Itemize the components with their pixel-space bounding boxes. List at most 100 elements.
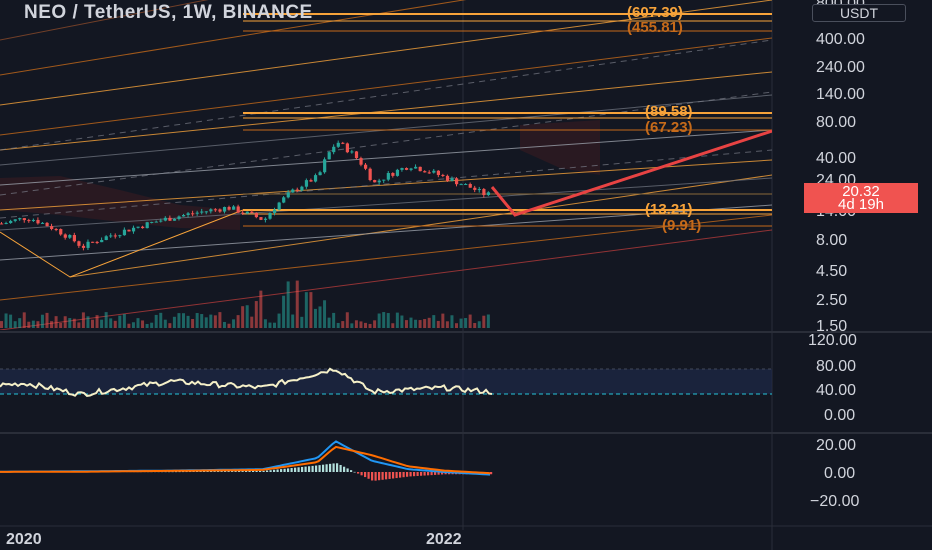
candle-body[interactable] — [282, 197, 286, 203]
candlesticks[interactable] — [0, 140, 491, 251]
candle-body[interactable] — [468, 184, 472, 188]
candle-body[interactable] — [154, 221, 158, 223]
candle-body[interactable] — [50, 226, 54, 230]
candle-body[interactable] — [445, 175, 450, 181]
candle-body[interactable] — [459, 184, 463, 186]
candle-body[interactable] — [395, 169, 400, 176]
candle-body[interactable] — [163, 217, 167, 221]
candle-body[interactable] — [222, 207, 227, 212]
symbol-title[interactable]: NEO / TetherUS, 1W, BINANCE — [24, 2, 313, 23]
candle-body[interactable] — [404, 168, 409, 170]
candle-body[interactable] — [455, 178, 459, 185]
signal-line[interactable] — [0, 445, 491, 475]
candle-body[interactable] — [268, 212, 272, 219]
candle-body[interactable] — [91, 241, 95, 243]
candle-body[interactable] — [273, 209, 277, 213]
candle-body[interactable] — [182, 214, 186, 217]
candle-body[interactable] — [232, 206, 236, 210]
candle-body[interactable] — [427, 172, 431, 174]
candle-body[interactable] — [109, 235, 113, 237]
candle-body[interactable] — [145, 222, 149, 229]
candle-body[interactable] — [54, 229, 58, 231]
candle-body[interactable] — [304, 180, 309, 187]
candle-body[interactable] — [213, 209, 218, 211]
candle-body[interactable] — [191, 213, 195, 215]
candle-body[interactable] — [364, 164, 368, 169]
candle-body[interactable] — [436, 170, 440, 175]
candle-body[interactable] — [354, 151, 359, 159]
currency-unit-button[interactable]: USDT — [812, 4, 906, 22]
candle-body[interactable] — [409, 168, 413, 170]
candle-body[interactable] — [177, 216, 181, 219]
candle-body[interactable] — [345, 143, 349, 153]
candle-body[interactable] — [400, 168, 404, 170]
candle-body[interactable] — [31, 219, 36, 221]
rsi-axis[interactable]: 120.00 80.00 40.00 0.00 — [808, 332, 857, 424]
candle-body[interactable] — [250, 211, 254, 213]
candle-body[interactable] — [113, 235, 117, 237]
candle-body[interactable] — [195, 212, 199, 214]
candle-body[interactable] — [63, 234, 67, 238]
candle-body[interactable] — [473, 187, 477, 190]
candle-body[interactable] — [218, 209, 222, 212]
macd-axis[interactable]: 20.00 0.00 −20.00 — [810, 437, 859, 510]
candle-body[interactable] — [141, 226, 145, 229]
candle-body[interactable] — [77, 241, 81, 246]
pitchfork-channels[interactable] — [0, 0, 772, 330]
candle-body[interactable] — [209, 209, 213, 212]
candle-body[interactable] — [186, 213, 190, 215]
candle-body[interactable] — [159, 220, 163, 222]
symbol-name[interactable]: NEO — [24, 2, 67, 23]
candle-body[interactable] — [36, 219, 40, 224]
candle-body[interactable] — [131, 227, 136, 232]
candle-body[interactable] — [118, 235, 122, 237]
candle-body[interactable] — [236, 206, 240, 213]
candle-body[interactable] — [350, 151, 354, 153]
candle-body[interactable] — [81, 245, 86, 248]
candle-body[interactable] — [309, 180, 313, 182]
candle-body[interactable] — [136, 226, 140, 228]
candle-body[interactable] — [227, 207, 231, 210]
candle-body[interactable] — [254, 212, 258, 218]
candle-body[interactable] — [368, 168, 372, 181]
candle-body[interactable] — [450, 178, 454, 181]
candle-body[interactable] — [286, 192, 290, 198]
candle-body[interactable] — [313, 175, 318, 182]
candle-body[interactable] — [40, 222, 45, 224]
candle-body[interactable] — [464, 184, 468, 186]
candle-body[interactable] — [327, 152, 331, 160]
candle-body[interactable] — [263, 218, 268, 220]
candle-body[interactable] — [13, 219, 17, 221]
rsi-line[interactable] — [0, 367, 493, 397]
candle-body[interactable] — [332, 146, 336, 153]
macd-pane[interactable] — [0, 440, 493, 481]
candle-body[interactable] — [245, 211, 249, 214]
candle-body[interactable] — [95, 241, 99, 243]
candle-body[interactable] — [418, 166, 422, 172]
candle-body[interactable] — [382, 179, 386, 181]
candle-body[interactable] — [59, 229, 63, 235]
candle-body[interactable] — [300, 186, 304, 191]
candle-body[interactable] — [386, 173, 390, 180]
candle-body[interactable] — [341, 142, 345, 144]
projection-path[interactable] — [490, 129, 772, 217]
candle-body[interactable] — [72, 235, 76, 242]
candle-body[interactable] — [172, 218, 177, 221]
candle-body[interactable] — [486, 192, 491, 196]
candle-body[interactable] — [377, 180, 381, 183]
candle-body[interactable] — [414, 166, 418, 169]
candle-body[interactable] — [45, 222, 49, 227]
candle-body[interactable] — [0, 223, 4, 225]
candle-body[interactable] — [359, 158, 363, 165]
candle-body[interactable] — [22, 218, 26, 221]
candle-body[interactable] — [259, 217, 263, 220]
candle-body[interactable] — [100, 240, 104, 243]
candle-body[interactable] — [204, 211, 208, 213]
interval-label[interactable]: 1W — [182, 2, 212, 23]
candle-body[interactable] — [9, 220, 13, 224]
candle-body[interactable] — [150, 221, 154, 223]
candle-body[interactable] — [441, 174, 445, 176]
candle-body[interactable] — [168, 217, 172, 221]
candle-body[interactable] — [373, 180, 377, 183]
